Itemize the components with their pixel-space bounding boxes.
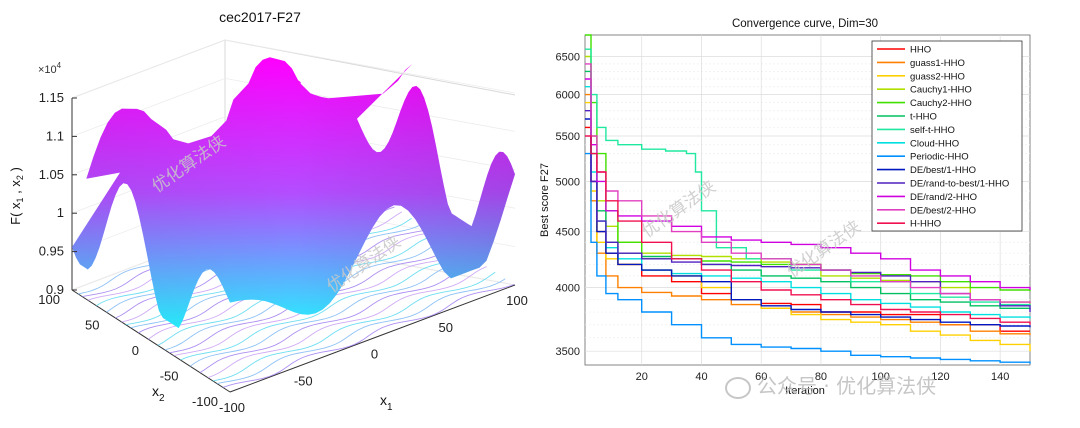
legend-label: DE/best/2-HHO	[910, 205, 976, 216]
x1-tick-label: 100	[506, 293, 528, 308]
legend-label: guass2-HHO	[910, 71, 965, 82]
surface-plot: cec2017-F27 0.9 0.95 1 1.05 1.1 1.15 ×104 F( …	[8, 9, 528, 415]
legend-label: Periodic-HHO	[910, 152, 969, 163]
z-tick-label: 1.15	[39, 90, 64, 105]
y-tick-label: 6500	[556, 51, 580, 63]
contour-line	[189, 259, 477, 367]
x1-tick-label: 0	[371, 347, 378, 362]
x2-tick-label: 0	[132, 343, 139, 358]
x1-tick-label: 50	[439, 320, 453, 335]
legend-label: guass1-HHO	[910, 58, 965, 69]
y-tick-label: 3500	[556, 346, 580, 358]
y-tick-label: 5500	[556, 131, 580, 143]
series-lines	[585, 34, 1031, 364]
x1-tick-label: -100	[219, 400, 245, 415]
y-tick-label: 6000	[556, 90, 580, 102]
surface-title: cec2017-F27	[219, 9, 301, 25]
x2-tick-label: -100	[192, 394, 218, 409]
series-line-de-best-1-hho	[585, 118, 1031, 328]
x2-axis-label: x2	[152, 383, 165, 404]
legend-label: t-HHO	[910, 112, 937, 123]
x2-tick-label: -50	[160, 369, 179, 384]
z-gridline	[71, 39, 516, 99]
legend-label: HHO	[910, 45, 931, 56]
x-axis-label: Iteration	[785, 385, 825, 397]
x1-axis-ticks: -100 -50 0 50 100	[219, 293, 528, 415]
series-line-h-hho	[585, 135, 1031, 325]
x1-tick-label: -50	[294, 373, 313, 388]
wechat-icon	[725, 376, 751, 399]
legend-label: self-t-HHO	[910, 125, 955, 136]
x2-axis-ticks: -100 -50 0 50 100	[38, 292, 218, 409]
surface-shading	[72, 57, 515, 329]
z-axis-label: F( x1 , x2 )	[8, 167, 25, 225]
legend-label: DE/rand/2-HHO	[910, 192, 977, 203]
contour-line	[222, 284, 515, 388]
y-tick-label: 4000	[556, 283, 580, 295]
x-tick-label: 100	[871, 371, 889, 383]
contour-line	[216, 278, 506, 385]
series-line-self-t-hho	[585, 48, 1031, 306]
legend-label: Cloud-HHO	[910, 138, 959, 149]
series-line-de-rand-2-hho	[585, 78, 1031, 290]
z-tick-label: 1	[57, 205, 64, 220]
contour-line	[207, 266, 487, 379]
y-tick-label: 4500	[556, 227, 580, 239]
z-tick-label: 0.9	[46, 282, 64, 297]
x-tick-label: 40	[695, 371, 707, 383]
x-tick-label: 60	[755, 371, 767, 383]
convergence-title: Convergence curve, Dim=30	[732, 18, 878, 30]
z-axis-ticks: 0.9 0.95 1 1.05 1.1 1.15	[39, 90, 77, 297]
y-axis-label: Best score F27	[539, 163, 551, 237]
x-tick-label: 20	[636, 371, 648, 383]
x-tick-label: 140	[991, 371, 1009, 383]
legend-label: DE/rand-to-best/1-HHO	[910, 179, 1009, 190]
x2-tick-label: 100	[38, 292, 60, 307]
contour-line	[199, 262, 481, 373]
footer-watermark: 公众号 · 优化算法侠	[725, 370, 936, 399]
contour-line	[212, 271, 496, 382]
legend-label: Cauchy1-HHO	[910, 85, 972, 96]
legend-label: DE/best/1-HHO	[910, 165, 976, 176]
y-axis-ticks: 3500 4000 4500 5000 5500 6000 6500	[556, 51, 580, 358]
z-tick-label: 1.1	[46, 128, 64, 143]
z-multiplier: ×104	[38, 61, 62, 76]
footer-watermark-text: 公众号 · 优化算法侠	[757, 374, 937, 398]
legend-label: H-HHO	[910, 219, 941, 230]
x-axis-ticks: 20 40 60 80 100 120 140	[636, 371, 1010, 383]
convergence-plot: Convergence curve, Dim=30 3500 4000 4500 50…	[539, 18, 1031, 397]
z-tick-label: 0.95	[39, 244, 64, 259]
x2-tick-label: 50	[85, 318, 99, 333]
series-line-guass2-hho	[585, 101, 1031, 352]
x-tick-label: 80	[815, 371, 827, 383]
legend-box	[871, 40, 1023, 232]
surface-axis-lines	[71, 98, 516, 393]
y-tick-label: 5000	[556, 176, 580, 188]
x-tick-label: 120	[931, 371, 949, 383]
legend-label: Cauchy2-HHO	[910, 98, 972, 109]
series-line-periodic-hho	[585, 152, 1031, 364]
legend: HHO guass1-HHO guass2-HHO Cauchy1-HHO Cauchy…	[871, 40, 1023, 232]
contour-line	[180, 256, 472, 361]
z-tick-label: 1.05	[39, 167, 64, 182]
x1-axis-label: x1	[380, 392, 393, 413]
